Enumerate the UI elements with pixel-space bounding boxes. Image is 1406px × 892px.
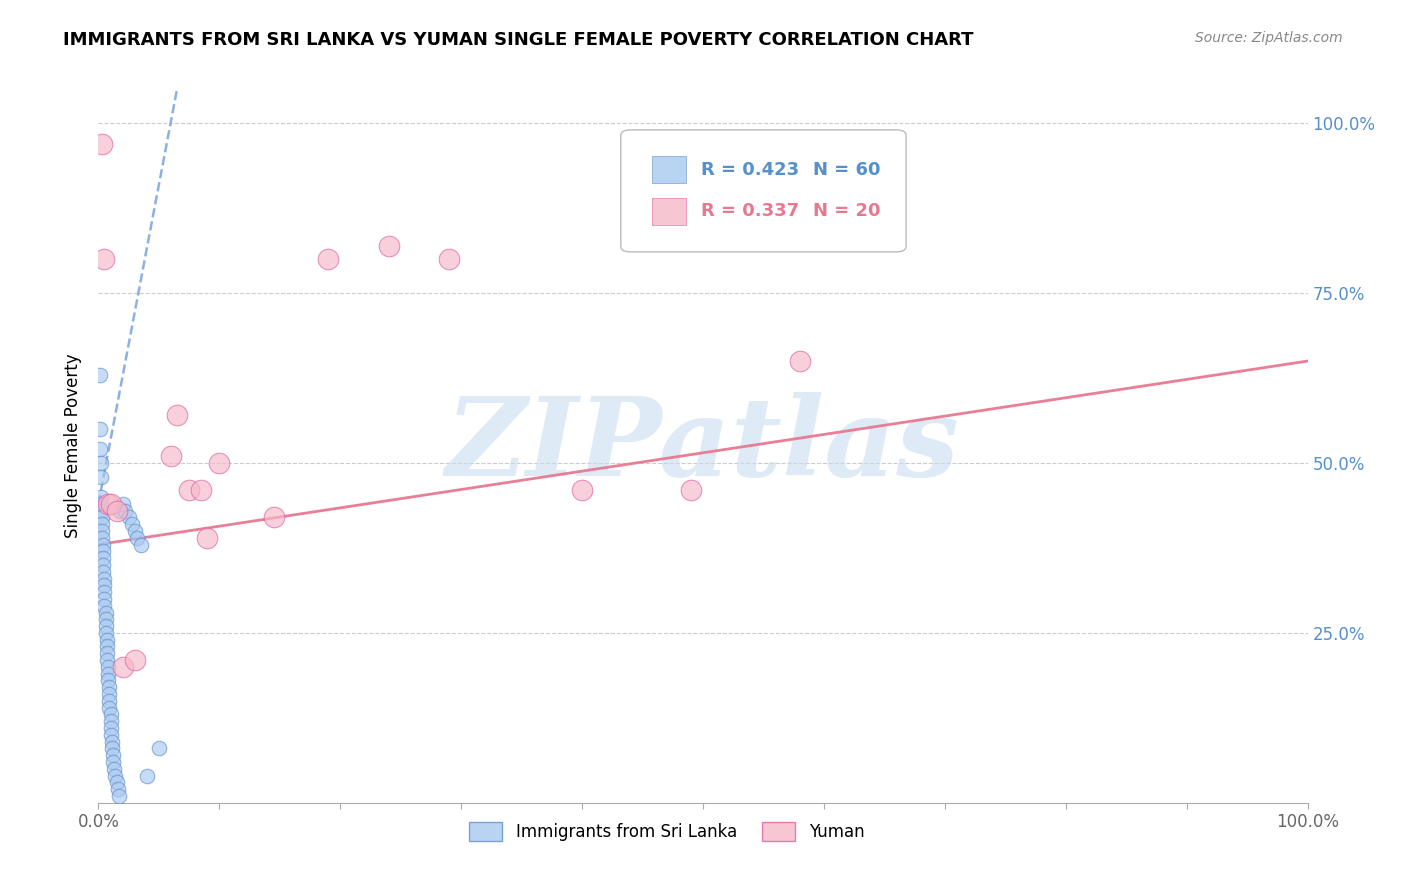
Point bbox=[97, 660, 120, 674]
Point bbox=[94, 612, 117, 626]
Point bbox=[89, 368, 111, 382]
Point bbox=[100, 734, 122, 748]
Point bbox=[118, 510, 141, 524]
Point bbox=[91, 537, 114, 551]
Point bbox=[90, 456, 112, 470]
Point bbox=[124, 524, 146, 538]
Point bbox=[94, 626, 117, 640]
Point bbox=[96, 640, 118, 654]
Point bbox=[93, 599, 115, 613]
Point bbox=[111, 660, 134, 674]
Point bbox=[160, 449, 183, 463]
Point bbox=[104, 769, 127, 783]
Text: N = 20: N = 20 bbox=[813, 202, 880, 220]
Point bbox=[316, 252, 339, 266]
Point bbox=[91, 136, 114, 151]
Point bbox=[101, 755, 124, 769]
Point bbox=[111, 497, 134, 511]
Point bbox=[97, 497, 120, 511]
Point bbox=[101, 748, 124, 763]
Point bbox=[98, 700, 121, 714]
Point bbox=[121, 517, 143, 532]
Point bbox=[96, 632, 118, 647]
Point bbox=[103, 762, 125, 776]
Point bbox=[97, 673, 120, 688]
Text: R = 0.337: R = 0.337 bbox=[700, 202, 799, 220]
Point bbox=[263, 510, 285, 524]
Point bbox=[93, 591, 115, 606]
Legend: Immigrants from Sri Lanka, Yuman: Immigrants from Sri Lanka, Yuman bbox=[463, 815, 870, 848]
Point bbox=[114, 503, 136, 517]
Text: N = 60: N = 60 bbox=[813, 161, 880, 178]
Point bbox=[91, 531, 114, 545]
Point bbox=[100, 741, 122, 756]
Point bbox=[100, 721, 122, 735]
Point bbox=[100, 497, 122, 511]
Text: ZIPatlas: ZIPatlas bbox=[446, 392, 960, 500]
Point bbox=[91, 517, 114, 532]
Point bbox=[108, 789, 131, 803]
Point bbox=[93, 572, 115, 586]
Point bbox=[90, 497, 112, 511]
Point bbox=[129, 537, 152, 551]
Point bbox=[93, 252, 115, 266]
Point bbox=[108, 503, 131, 517]
Point bbox=[91, 558, 114, 572]
Point bbox=[107, 782, 129, 797]
Point bbox=[105, 775, 128, 789]
Point bbox=[100, 728, 122, 742]
Point bbox=[93, 585, 115, 599]
Point bbox=[91, 551, 114, 566]
Point bbox=[91, 544, 114, 558]
Point bbox=[148, 741, 170, 756]
Point bbox=[94, 619, 117, 633]
Point bbox=[135, 769, 157, 783]
Point bbox=[377, 238, 399, 252]
Point bbox=[98, 687, 121, 701]
Text: R = 0.423: R = 0.423 bbox=[700, 161, 799, 178]
Point bbox=[437, 252, 460, 266]
Point bbox=[98, 694, 121, 708]
Point bbox=[571, 483, 593, 498]
Point bbox=[91, 503, 114, 517]
Point bbox=[166, 409, 188, 423]
Point bbox=[789, 354, 811, 368]
Text: IMMIGRANTS FROM SRI LANKA VS YUMAN SINGLE FEMALE POVERTY CORRELATION CHART: IMMIGRANTS FROM SRI LANKA VS YUMAN SINGL… bbox=[63, 31, 974, 49]
Point bbox=[208, 456, 231, 470]
Point bbox=[91, 524, 114, 538]
FancyBboxPatch shape bbox=[652, 156, 686, 184]
Y-axis label: Single Female Poverty: Single Female Poverty bbox=[65, 354, 83, 538]
FancyBboxPatch shape bbox=[621, 130, 905, 252]
Point bbox=[91, 510, 114, 524]
Point bbox=[105, 503, 128, 517]
Point bbox=[100, 707, 122, 722]
Point bbox=[679, 483, 702, 498]
Point bbox=[90, 490, 112, 504]
Point bbox=[195, 531, 218, 545]
Point bbox=[96, 646, 118, 660]
Point bbox=[124, 653, 146, 667]
Point bbox=[98, 680, 121, 694]
Point bbox=[179, 483, 201, 498]
Point bbox=[96, 653, 118, 667]
Point bbox=[190, 483, 212, 498]
Point bbox=[100, 714, 122, 729]
Point bbox=[97, 666, 120, 681]
Point bbox=[94, 606, 117, 620]
Point bbox=[89, 442, 111, 457]
Point bbox=[127, 531, 149, 545]
Point bbox=[91, 565, 114, 579]
Point bbox=[89, 422, 111, 436]
FancyBboxPatch shape bbox=[652, 198, 686, 225]
Point bbox=[93, 578, 115, 592]
Point bbox=[90, 469, 112, 483]
Text: Source: ZipAtlas.com: Source: ZipAtlas.com bbox=[1195, 31, 1343, 45]
